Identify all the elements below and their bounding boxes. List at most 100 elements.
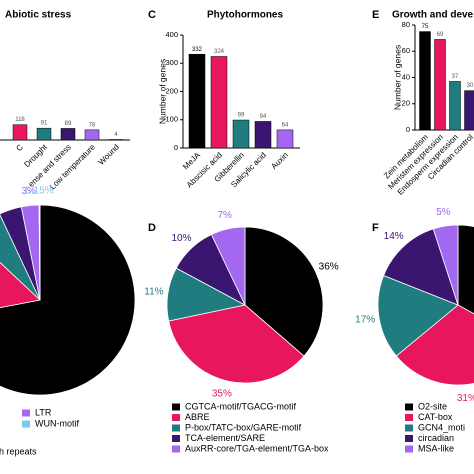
panel-label: D bbox=[148, 222, 156, 234]
bar bbox=[254, 121, 272, 149]
legend-label: AuxRR-core/TGA-element/TGA-box bbox=[185, 443, 329, 453]
legend-swatch bbox=[172, 414, 180, 421]
value-label: 37 bbox=[452, 74, 459, 80]
legend-label: ABRE bbox=[185, 412, 210, 422]
x-tick-label: Auxin bbox=[269, 151, 290, 172]
bar bbox=[419, 31, 431, 131]
bar bbox=[464, 90, 474, 131]
slice-label: 10% bbox=[172, 233, 192, 244]
value-label: 64 bbox=[282, 122, 289, 128]
y-tick-label: 100 bbox=[165, 115, 178, 124]
panel-label: C bbox=[148, 9, 156, 21]
slice-label: 11% bbox=[144, 287, 163, 298]
slice-label: 31% bbox=[457, 393, 474, 404]
legend-label: LTR bbox=[35, 407, 52, 417]
pie-slice bbox=[210, 226, 246, 306]
y-tick-label: 200 bbox=[165, 86, 178, 95]
value-label: 89 bbox=[65, 121, 72, 127]
panel-label: E bbox=[372, 9, 379, 21]
legend-swatch bbox=[405, 435, 413, 442]
value-label: 4 bbox=[114, 132, 118, 138]
bar bbox=[434, 39, 446, 131]
bar bbox=[84, 129, 100, 141]
slice-label: 17% bbox=[355, 314, 375, 325]
slice-label: 7% bbox=[218, 210, 233, 221]
bar bbox=[232, 119, 250, 149]
x-tick-label: Wound bbox=[97, 143, 121, 167]
y-axis-label: Number of genes bbox=[392, 45, 402, 110]
y-axis-label: Number of genes bbox=[157, 59, 167, 124]
legend-label: circadian bbox=[418, 433, 454, 443]
pie-slice bbox=[0, 204, 136, 396]
bar bbox=[276, 129, 294, 149]
pie-slice bbox=[168, 304, 305, 384]
value-label: 332 bbox=[192, 47, 203, 53]
slice-label: 36% bbox=[319, 261, 339, 272]
chart-title: Abiotic stress bbox=[5, 10, 72, 21]
y-tick-label: 20 bbox=[402, 99, 410, 108]
legend-label: MSA-like bbox=[418, 443, 454, 453]
y-tick-label: 0 bbox=[174, 143, 178, 152]
legend-label: TCA-element/SARE bbox=[185, 433, 265, 443]
value-label: 91 bbox=[41, 121, 48, 127]
bar bbox=[60, 128, 76, 141]
x-tick-label: C bbox=[14, 142, 25, 153]
legend-label: CAT-box bbox=[418, 412, 453, 422]
x-tick-label: Low temperature bbox=[48, 142, 97, 191]
legend-swatch bbox=[172, 435, 180, 442]
value-label: 69 bbox=[437, 32, 444, 38]
legend-swatch bbox=[172, 424, 180, 432]
chart-title: Phytohormones bbox=[207, 10, 284, 21]
y-tick-label: 400 bbox=[165, 30, 178, 39]
pie-slice bbox=[432, 224, 459, 306]
value-label: 30 bbox=[467, 83, 474, 89]
pie-slice bbox=[457, 224, 474, 315]
bar bbox=[188, 53, 206, 149]
legend-swatch bbox=[172, 445, 180, 453]
legend-swatch bbox=[405, 445, 413, 453]
legend-swatch bbox=[405, 414, 413, 421]
bar bbox=[108, 139, 124, 141]
legend-label: GCN4_moti bbox=[418, 422, 465, 432]
legend-label: O2-site bbox=[418, 401, 447, 411]
slice-label: 35% bbox=[212, 389, 232, 400]
pie-slice bbox=[377, 275, 459, 357]
bar bbox=[210, 56, 228, 149]
legend-swatch bbox=[405, 424, 413, 432]
bar bbox=[36, 127, 52, 141]
slice-label: 14% bbox=[384, 231, 404, 242]
legend-label: P-box/TATC-box/GARE-motif bbox=[185, 422, 302, 432]
chart-title: Growth and deve bbox=[392, 10, 474, 21]
pie-slice bbox=[38, 204, 41, 301]
y-tick-label: 60 bbox=[402, 46, 410, 55]
value-label: 78 bbox=[89, 122, 96, 128]
legend-label: CGTCA-motif/TGACG-motif bbox=[185, 401, 297, 411]
legend-label: h repeats bbox=[0, 446, 37, 456]
panel-label: F bbox=[372, 222, 379, 234]
y-tick-label: 40 bbox=[402, 72, 410, 81]
slice-label: 0.15% bbox=[25, 186, 53, 197]
value-label: 324 bbox=[214, 49, 225, 55]
pie-slice bbox=[0, 214, 41, 301]
legend-swatch bbox=[22, 420, 30, 428]
y-tick-label: 300 bbox=[165, 58, 178, 67]
value-label: 75 bbox=[422, 24, 429, 30]
legend-swatch bbox=[172, 403, 180, 411]
pie-slice bbox=[244, 226, 324, 357]
bar bbox=[449, 81, 461, 131]
legend-swatch bbox=[22, 409, 30, 417]
pie-slice bbox=[395, 304, 474, 386]
bar bbox=[12, 124, 28, 141]
y-tick-label: 80 bbox=[402, 20, 410, 29]
legend-swatch bbox=[405, 403, 413, 411]
value-label: 99 bbox=[238, 113, 245, 119]
legend-label: WUN-motif bbox=[35, 418, 79, 428]
slice-label: 5% bbox=[436, 207, 451, 218]
y-tick-label: 0 bbox=[406, 125, 410, 134]
x-tick-label: ense and stress bbox=[27, 143, 73, 189]
value-label: 118 bbox=[15, 117, 25, 123]
pie-slice bbox=[0, 261, 41, 309]
value-label: 94 bbox=[260, 114, 267, 120]
slice-label: 3% bbox=[21, 186, 36, 197]
